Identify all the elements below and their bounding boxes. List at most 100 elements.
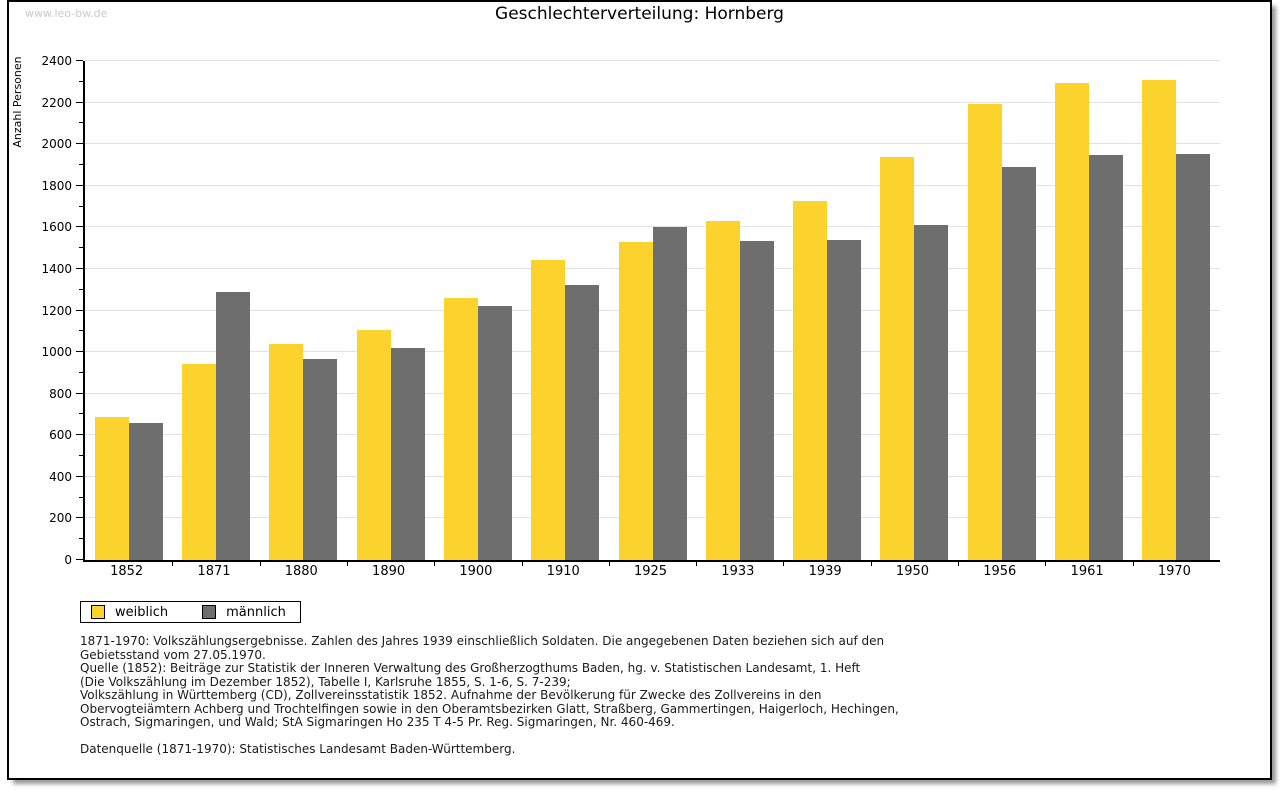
y-minor-tick-1700	[79, 205, 83, 207]
bar-männlich-1880	[303, 359, 338, 560]
x-label-1880: 1880	[284, 564, 318, 579]
bar-group-1956	[958, 61, 1045, 560]
x-tick-5	[521, 560, 523, 566]
x-axis-labels: 1852 1871 1880 1890 1900 1910 1925 1933 1939 1950…	[83, 564, 1218, 579]
footnote-line-7: Ostrach, Sigmaringen, und Wald; StA Sigm…	[80, 715, 675, 729]
bar-group-1961	[1045, 61, 1132, 560]
y-tick-1800	[76, 184, 83, 186]
bar-weiblich-1961	[1055, 82, 1090, 560]
x-label-1925: 1925	[633, 564, 668, 579]
bar-weiblich-1956	[967, 103, 1002, 560]
y-tick-label-1000: 1000	[41, 345, 72, 360]
x-tick-7	[696, 560, 698, 566]
footnote-line-4: (Die Volkszählung im Dezember 1852), Tab…	[80, 674, 571, 689]
y-tick-2000	[76, 143, 83, 145]
bar-group-1880	[260, 61, 347, 560]
y-tick-label-1600: 1600	[41, 220, 72, 235]
x-tick-12	[1132, 560, 1134, 566]
x-label-1970: 1970	[1157, 564, 1191, 579]
bar-weiblich-1890	[356, 330, 391, 560]
y-minor-tick-1300	[79, 288, 83, 290]
bar-männlich-1871	[215, 291, 250, 560]
plot-area: 0 200 400 600 800 1000 1200 1400 1600 1800 2000 220…	[41, 54, 1220, 567]
y-tick-1000	[76, 351, 83, 353]
x-label-1961: 1961	[1070, 564, 1104, 579]
gridline-1800	[85, 184, 1220, 186]
footnotes: 1871-1970: Volkszählungsergebnisse. Zahl…	[80, 634, 899, 757]
y-tick-0	[76, 559, 83, 560]
y-tick-label-1800: 1800	[41, 178, 72, 193]
y-minor-tick-1100	[79, 330, 83, 332]
x-tick-9	[870, 560, 872, 566]
bar-männlich-1956	[1001, 167, 1036, 560]
y-tick-1600	[76, 226, 83, 228]
bar-group-1871	[172, 61, 259, 560]
x-label-1956: 1956	[983, 564, 1017, 579]
y-minor-tick-700	[79, 413, 83, 415]
y-tick-label-800: 800	[49, 386, 72, 401]
bar-group-1970	[1133, 61, 1220, 560]
footnote-line-8	[80, 730, 899, 744]
x-label-1900: 1900	[459, 564, 493, 579]
y-tick-200	[76, 517, 83, 519]
y-tick-800	[76, 392, 83, 394]
y-tick-1400	[76, 267, 83, 269]
bar-weiblich-1900	[443, 298, 478, 560]
y-tick-label-400: 400	[49, 469, 72, 484]
x-label-1852: 1852	[110, 564, 144, 579]
bar-männlich-1910	[565, 284, 600, 560]
bar-männlich-1950	[914, 225, 949, 560]
bar-group-1950	[871, 61, 958, 560]
x-tick-11	[1045, 560, 1047, 566]
y-tick-label-0: 0	[64, 553, 72, 567]
watermark: www.leo-bw.de	[25, 7, 108, 20]
x-tick-2	[259, 560, 261, 566]
bar-weiblich-1925	[618, 241, 653, 560]
x-tick-3	[346, 560, 348, 566]
bar-group-1852	[85, 61, 172, 560]
y-minor-tick-100	[79, 538, 83, 540]
footnote-line-3: Quelle (1852): Beiträge zur Statistik de…	[80, 661, 861, 675]
footnote-line-9: Datenquelle (1871-1970): Statistisches L…	[80, 742, 516, 756]
bar-weiblich-1933	[705, 221, 740, 560]
legend-label-weiblich: weiblich	[115, 604, 169, 620]
bar-group-1890	[347, 61, 434, 560]
bar-männlich-1970	[1176, 153, 1211, 560]
y-axis-label: Anzahl Personen	[11, 56, 24, 148]
bar-männlich-1890	[390, 347, 425, 560]
bar-group-1925	[609, 61, 696, 560]
footnote-line-5: Volkszählung in Württemberg (CD), Zollve…	[80, 688, 822, 702]
y-tick-label-600: 600	[49, 428, 72, 443]
bar-group-1900	[434, 61, 521, 560]
bar-weiblich-1970	[1142, 79, 1177, 560]
y-minor-tick-2100	[79, 122, 83, 124]
legend-swatch-weiblich	[91, 605, 105, 619]
footnote-line-1: 1871-1970: Volkszählungsergebnisse. Zahl…	[80, 634, 885, 648]
y-tick-label-1400: 1400	[41, 261, 72, 276]
y-tick-label-200: 200	[49, 511, 72, 526]
x-label-1939: 1939	[808, 564, 842, 579]
y-minor-tick-1900	[79, 163, 83, 165]
legend: weiblich männlich	[80, 601, 301, 623]
gridline-2000	[85, 143, 1220, 145]
bar-männlich-1925	[652, 227, 687, 560]
bar-weiblich-1871	[181, 363, 216, 560]
y-minor-tick-2300	[79, 80, 83, 82]
x-label-1871: 1871	[197, 564, 231, 579]
bar-groups	[85, 61, 1220, 560]
bar-männlich-1900	[477, 306, 512, 560]
bar-weiblich-1939	[793, 201, 828, 560]
chart-title: Geschlechterverteilung: Hornberg	[495, 4, 784, 24]
x-tick-8	[783, 560, 785, 566]
bar-weiblich-1852	[94, 416, 129, 560]
y-tick-label-2000: 2000	[41, 137, 72, 152]
x-tick-6	[608, 560, 610, 566]
gridline-2400	[85, 60, 1220, 61]
y-minor-tick-900	[79, 371, 83, 373]
y-tick-label-2200: 2200	[41, 95, 72, 110]
footnote-line-6: Obervogteiämtern Achberg und Trochtelfin…	[80, 701, 899, 716]
y-tick-2200	[76, 101, 83, 103]
bar-weiblich-1910	[531, 259, 566, 560]
y-tick-1200	[76, 309, 83, 311]
gridline-2200	[85, 101, 1220, 103]
